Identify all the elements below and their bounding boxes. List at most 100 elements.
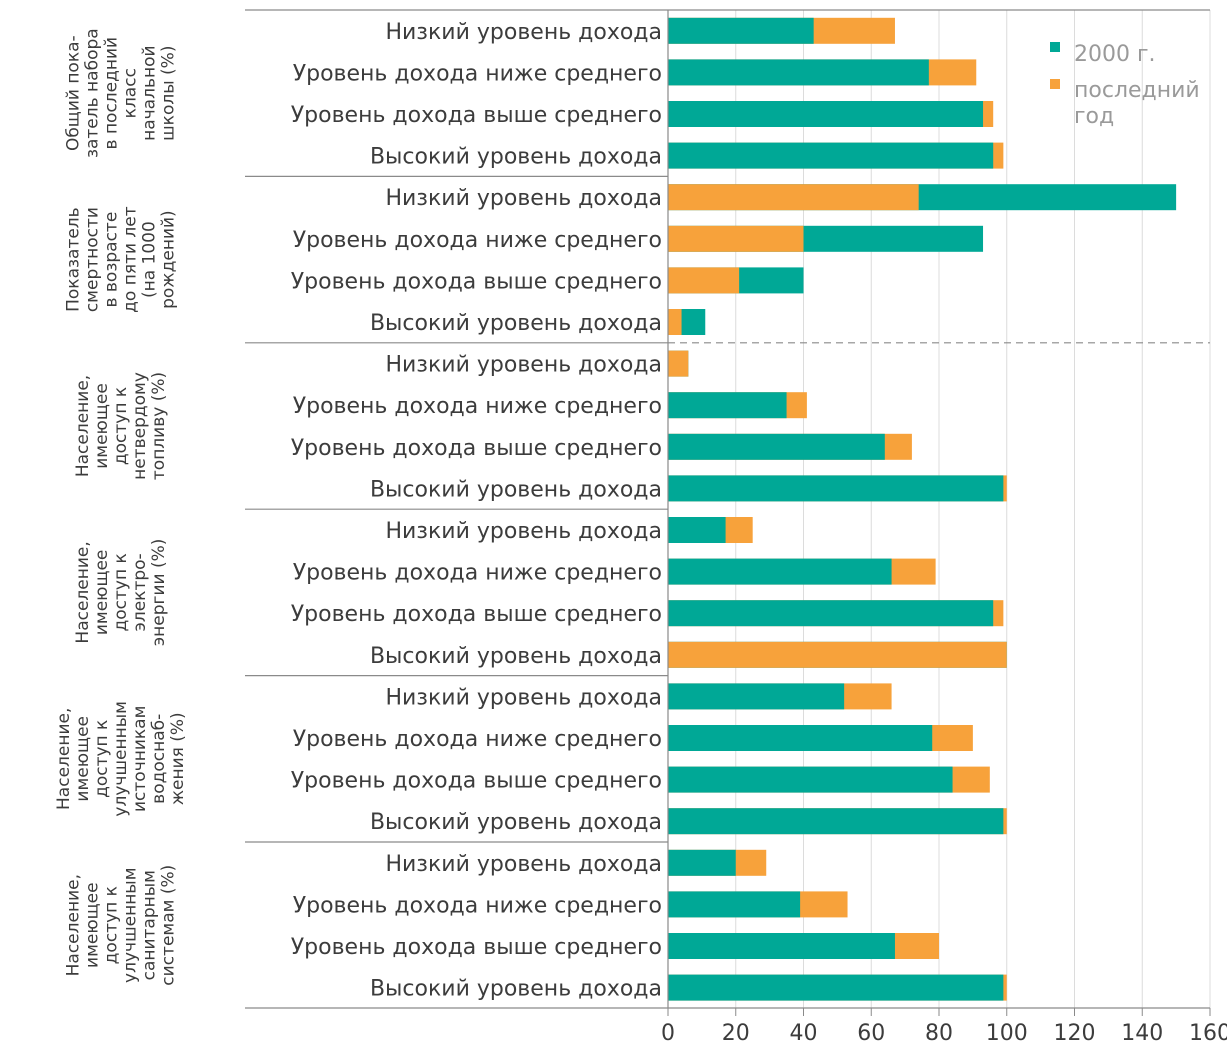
bar-2000 [668, 808, 1004, 835]
bar-2000 [668, 683, 845, 710]
category-label: Высокий уровень дохода [370, 977, 662, 1002]
category-label: Уровень дохода выше среднего [291, 103, 662, 128]
bar-2000 [668, 59, 929, 86]
category-label: Уровень дохода ниже среднего [293, 61, 662, 86]
category-label: Уровень дохода выше среднего [291, 269, 662, 294]
bar-2000 [668, 101, 984, 127]
legend: 2000 г. последний год [1050, 42, 1200, 129]
bar-2000 [668, 392, 787, 419]
category-label: Уровень дохода ниже среднего [293, 727, 662, 752]
bar-latest-year [668, 641, 1007, 668]
group-label-line: источникам [130, 706, 150, 812]
group-label-line: имеющее [92, 383, 112, 469]
group-label-line: энергии (%) [149, 539, 169, 647]
x-tick-label: 40 [790, 1021, 818, 1046]
group-label-line: Население, [54, 708, 74, 810]
group-label-line: доступ к [111, 387, 131, 465]
bar-2000 [668, 517, 726, 543]
x-tick-label: 20 [722, 1021, 750, 1046]
group-label: Население, имеющее доступ к электро-энергии… [73, 539, 169, 647]
group-label-line: (на 1000 [140, 221, 160, 298]
group-label-line: рождений) [159, 210, 179, 309]
group-label: Показатель смертности в возрасте до пяти ле… [64, 206, 179, 313]
legend-label-line: год [1074, 104, 1114, 129]
legend-label-2000: 2000 г. [1074, 42, 1156, 67]
category-label: Низкий уровень дохода [385, 353, 662, 378]
group-label-line: водоснаб- [149, 714, 169, 804]
bar-2000 [668, 891, 801, 918]
bar-latest-year [668, 184, 919, 211]
legend-swatch-2000 [1050, 42, 1060, 52]
bar-2000 [668, 600, 994, 627]
group-label-line: Общий пока- [64, 35, 84, 151]
group-label-line: доступ к [92, 720, 112, 798]
group-label-line: Население, [73, 541, 93, 643]
group-label-line: имеющее [92, 550, 112, 636]
group-label-line: Показатель [64, 207, 84, 312]
group-label-line: в возрасте [102, 212, 122, 308]
category-label: Низкий уровень дохода [385, 519, 662, 544]
bar-latest-year [668, 309, 682, 335]
category-label: Низкий уровень дохода [385, 20, 662, 45]
bar-2000 [668, 933, 895, 959]
category-label: Уровень дохода выше среднего [291, 769, 662, 794]
bar-latest-year [668, 225, 804, 252]
category-label: Уровень дохода ниже среднего [293, 394, 662, 419]
x-tick-label: 160 [1189, 1021, 1227, 1046]
category-label: Уровень дохода ниже среднего [293, 561, 662, 586]
group-label-line: имеющее [73, 716, 93, 802]
group-label-line: жения (%) [168, 712, 188, 805]
category-label: Низкий уровень дохода [385, 186, 662, 211]
group-separators [245, 9, 1210, 843]
category-label: Низкий уровень дохода [385, 852, 662, 877]
group-label-line: затель набора [83, 28, 103, 158]
group-label-line: начальной [140, 45, 160, 140]
category-label: Уровень дохода выше среднего [291, 436, 662, 461]
bar-latest-year [668, 350, 689, 377]
group-label: Население, имеющее доступ к улучшенным санит… [64, 865, 179, 986]
x-tick-label: 120 [1054, 1021, 1096, 1046]
bar-2000 [668, 17, 814, 44]
group-label-line: класс [121, 68, 141, 118]
group-label-line: электро- [130, 553, 150, 631]
category-label: Высокий уровень дохода [370, 810, 662, 835]
bar-2000 [668, 974, 1004, 1001]
bar-2000 [668, 433, 885, 460]
group-label-line: школы (%) [159, 46, 179, 141]
bars [668, 17, 1177, 1001]
category-label: Уровень дохода ниже среднего [293, 893, 662, 918]
group-label-line: системам (%) [159, 865, 179, 986]
legend-label-line: последний [1074, 78, 1200, 103]
group-label-line: до пяти лет [121, 206, 141, 313]
x-axis-ticks: 0 20 40 60 80 100 120 140 160 [661, 1008, 1227, 1046]
category-label: Уровень дохода выше среднего [291, 935, 662, 960]
bar-2000 [668, 558, 892, 585]
bar-2000 [668, 849, 736, 876]
legend-swatch-latest-year [1050, 79, 1060, 89]
x-tick-label: 140 [1121, 1021, 1163, 1046]
group-label-line: топливу (%) [149, 372, 169, 480]
bar-latest-year [668, 267, 740, 294]
group-label-line: Население, [73, 375, 93, 477]
x-tick-label: 60 [857, 1021, 885, 1046]
category-label: Низкий уровень дохода [385, 685, 662, 710]
group-label-line: смертности [83, 207, 103, 312]
group-label-line: улучшенным [121, 867, 141, 983]
category-label: Высокий уровень дохода [370, 477, 662, 502]
group-label-line: доступ к [102, 886, 122, 964]
group-label-line: улучшенным [111, 701, 131, 817]
bar-2000 [668, 766, 953, 793]
category-label: Высокий уровень дохода [370, 311, 662, 336]
group-label-line: Население, [64, 874, 84, 976]
x-tick-label: 0 [661, 1021, 675, 1046]
group-labels: Общий пока-затель набора в последний класс… [54, 28, 188, 985]
group-label: Общий пока-затель набора в последний класс… [64, 28, 179, 158]
group-label-line: в последний [102, 37, 122, 150]
category-label: Уровень дохода выше среднего [291, 602, 662, 627]
x-tick-label: 80 [925, 1021, 953, 1046]
group-label-line: нетвердому [130, 372, 150, 480]
legend-label-latest-year: последний год [1074, 78, 1200, 129]
grid-lines [735, 10, 1211, 1008]
category-label: Высокий уровень дохода [370, 145, 662, 170]
